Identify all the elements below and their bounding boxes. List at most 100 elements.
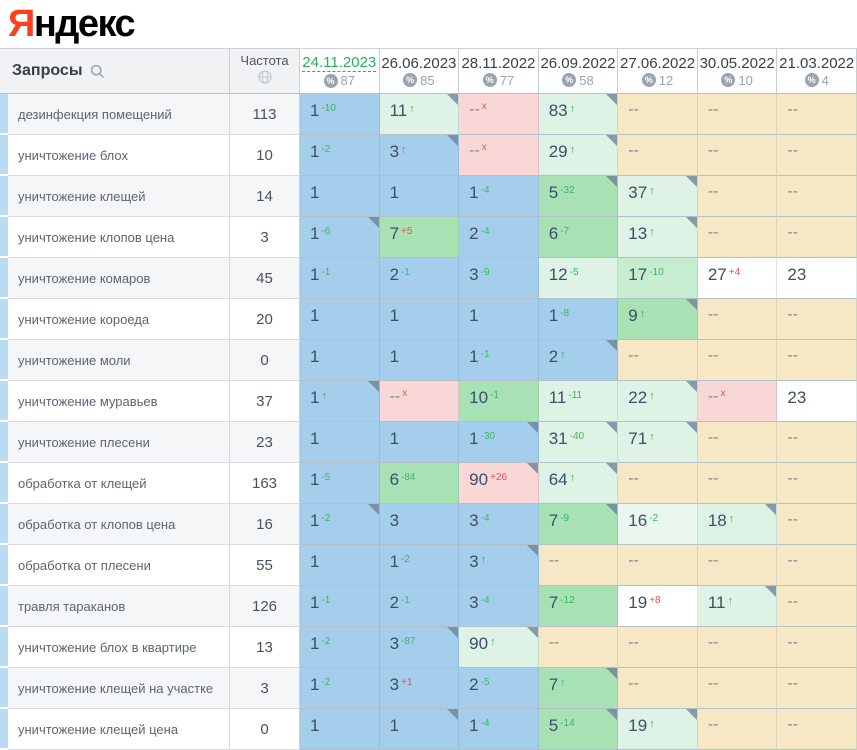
- position-cell[interactable]: --: [697, 217, 778, 258]
- query-cell[interactable]: обработка от клопов цена: [8, 504, 230, 545]
- position-cell[interactable]: 1: [300, 299, 380, 340]
- position-cell[interactable]: 10 -1: [459, 381, 539, 422]
- position-cell[interactable]: 7 ↑: [538, 668, 619, 709]
- position-cell[interactable]: 19 ↑: [618, 709, 698, 750]
- position-cell[interactable]: 1: [300, 545, 380, 586]
- position-cell[interactable]: 3: [379, 504, 460, 545]
- position-cell[interactable]: 2 -1: [379, 258, 460, 299]
- query-cell[interactable]: уничтожение клещей: [8, 176, 230, 217]
- position-cell[interactable]: 6 -7: [538, 217, 619, 258]
- position-cell[interactable]: --: [618, 545, 698, 586]
- position-cell[interactable]: 3 -4: [459, 504, 539, 545]
- position-cell[interactable]: --: [777, 545, 857, 586]
- query-cell[interactable]: уничтожение короеда: [8, 299, 230, 340]
- position-cell[interactable]: 1: [379, 422, 460, 463]
- position-cell[interactable]: 5 -14: [538, 709, 619, 750]
- query-cell[interactable]: обработка от клещей: [8, 463, 230, 504]
- position-cell[interactable]: 17 -10: [618, 258, 698, 299]
- position-cell[interactable]: --: [697, 176, 778, 217]
- query-cell[interactable]: уничтожение комаров: [8, 258, 230, 299]
- date-label[interactable]: 26.09.2022: [540, 54, 616, 72]
- position-cell[interactable]: --: [697, 627, 778, 668]
- position-cell[interactable]: --: [777, 709, 857, 750]
- query-cell[interactable]: травля тараканов: [8, 586, 230, 627]
- position-cell[interactable]: 1 -2: [300, 668, 380, 709]
- position-cell[interactable]: 1: [379, 709, 460, 750]
- position-cell[interactable]: 2 ↑: [538, 340, 619, 381]
- position-cell[interactable]: -- x: [379, 381, 460, 422]
- position-cell[interactable]: 1 -5: [300, 463, 380, 504]
- position-cell[interactable]: 7 +5: [379, 217, 460, 258]
- position-cell[interactable]: 1: [300, 709, 380, 750]
- position-cell[interactable]: 1: [379, 299, 460, 340]
- position-cell[interactable]: 3 -4: [459, 586, 539, 627]
- position-cell[interactable]: 1 -6: [300, 217, 380, 258]
- position-cell[interactable]: --: [777, 504, 857, 545]
- globe-icon[interactable]: [257, 70, 272, 84]
- position-cell[interactable]: 11 ↑: [379, 94, 460, 135]
- position-cell[interactable]: 1 -2: [379, 545, 460, 586]
- query-cell[interactable]: уничтожение блох в квартире: [8, 627, 230, 668]
- date-label[interactable]: 27.06.2022: [620, 54, 696, 72]
- position-cell[interactable]: 29 ↑: [538, 135, 619, 176]
- position-cell[interactable]: --: [777, 217, 857, 258]
- position-cell[interactable]: 1 -2: [300, 627, 380, 668]
- position-cell[interactable]: --: [618, 94, 698, 135]
- date-column-header[interactable]: 30.05.2022% 10: [697, 49, 778, 94]
- position-cell[interactable]: 83 ↑: [538, 94, 619, 135]
- position-cell[interactable]: 23: [777, 258, 857, 299]
- position-cell[interactable]: 19 +8: [618, 586, 698, 627]
- query-cell[interactable]: обработка от плесени: [8, 545, 230, 586]
- position-cell[interactable]: --: [777, 176, 857, 217]
- position-cell[interactable]: 2 -1: [379, 586, 460, 627]
- position-cell[interactable]: --: [538, 627, 619, 668]
- query-cell[interactable]: уничтожение клещей цена: [8, 709, 230, 750]
- position-cell[interactable]: 71 ↑: [618, 422, 698, 463]
- position-cell[interactable]: 16 -2: [618, 504, 698, 545]
- position-cell[interactable]: --: [697, 94, 778, 135]
- position-cell[interactable]: 12 -5: [538, 258, 619, 299]
- position-cell[interactable]: 1 ↑: [300, 381, 380, 422]
- position-cell[interactable]: --: [618, 463, 698, 504]
- position-cell[interactable]: --: [697, 545, 778, 586]
- position-cell[interactable]: 1: [379, 340, 460, 381]
- position-cell[interactable]: --: [777, 422, 857, 463]
- query-cell[interactable]: уничтожение клещей на участке: [8, 668, 230, 709]
- query-cell[interactable]: уничтожение клопов цена: [8, 217, 230, 258]
- position-cell[interactable]: 1 -2: [300, 135, 380, 176]
- position-cell[interactable]: 2 -4: [459, 217, 539, 258]
- position-cell[interactable]: --: [697, 463, 778, 504]
- position-cell[interactable]: --: [618, 340, 698, 381]
- position-cell[interactable]: 9 ↑: [618, 299, 698, 340]
- date-label[interactable]: 28.11.2022: [461, 54, 536, 72]
- position-cell[interactable]: 5 -32: [538, 176, 619, 217]
- position-cell[interactable]: --: [618, 627, 698, 668]
- position-cell[interactable]: 1 -4: [459, 176, 539, 217]
- position-cell[interactable]: 27 +4: [697, 258, 778, 299]
- position-cell[interactable]: 1 -2: [300, 504, 380, 545]
- position-cell[interactable]: --: [697, 135, 778, 176]
- position-cell[interactable]: 3 -87: [379, 627, 460, 668]
- position-cell[interactable]: 11 ↑: [697, 586, 778, 627]
- position-cell[interactable]: --: [697, 299, 778, 340]
- date-label[interactable]: 30.05.2022: [699, 54, 775, 72]
- position-cell[interactable]: 64 ↑: [538, 463, 619, 504]
- position-cell[interactable]: 1 -30: [459, 422, 539, 463]
- date-column-header[interactable]: 26.09.2022% 58: [538, 49, 619, 94]
- position-cell[interactable]: --: [777, 627, 857, 668]
- position-cell[interactable]: 1: [300, 422, 380, 463]
- position-cell[interactable]: --: [697, 340, 778, 381]
- position-cell[interactable]: 11 -11: [538, 381, 619, 422]
- date-label[interactable]: 24.11.2023: [302, 54, 377, 72]
- position-cell[interactable]: --: [538, 545, 619, 586]
- position-cell[interactable]: --: [777, 299, 857, 340]
- position-cell[interactable]: 31 -40: [538, 422, 619, 463]
- position-cell[interactable]: 1: [379, 176, 460, 217]
- position-cell[interactable]: 1 -8: [538, 299, 619, 340]
- position-cell[interactable]: 37 ↑: [618, 176, 698, 217]
- position-cell[interactable]: -- x: [459, 94, 539, 135]
- position-cell[interactable]: 18 ↑: [697, 504, 778, 545]
- position-cell[interactable]: 1 -10: [300, 94, 380, 135]
- position-cell[interactable]: --: [618, 135, 698, 176]
- date-column-header[interactable]: 24.11.2023% 87: [300, 49, 380, 94]
